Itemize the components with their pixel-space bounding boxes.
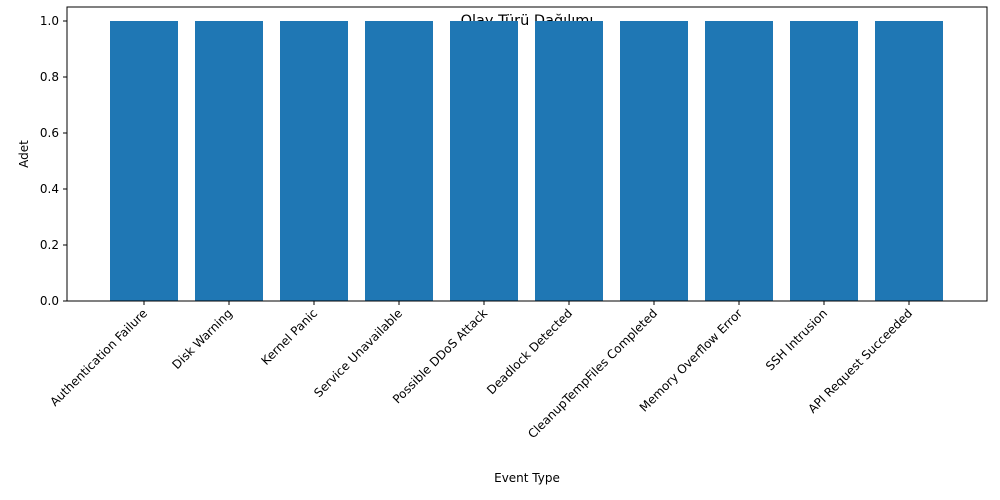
y-tick-label-1: 0.2 <box>40 238 59 252</box>
y-axis-label: Adet <box>17 140 31 168</box>
x-tick-label-4: Possible DDoS Attack <box>390 306 490 406</box>
x-axis-label: Event Type <box>494 471 560 485</box>
y-tick-label-4: 0.8 <box>40 70 59 84</box>
x-tick-label-0: Authentication Failure <box>47 306 150 409</box>
x-axis: Authentication Failure Disk Warning Kernel… <box>47 301 915 441</box>
plot-frame <box>66 6 988 302</box>
bars-group <box>110 21 943 301</box>
bar-2 <box>280 21 348 301</box>
x-tick-label-2: Kernel Panic <box>259 306 321 368</box>
bar-6 <box>620 21 688 301</box>
y-axis: 0.0 0.2 0.4 0.6 0.8 1.0 <box>40 14 67 308</box>
x-tick-label-5: Deadlock Detected <box>484 306 575 397</box>
bar-3 <box>365 21 433 301</box>
y-tick-label-2: 0.4 <box>40 182 59 196</box>
x-tick-label-8: SSH Intrusion <box>763 306 830 373</box>
y-tick-label-0: 0.0 <box>40 294 59 308</box>
bar-9 <box>875 21 943 301</box>
bar-4 <box>450 21 518 301</box>
x-tick-label-1: Disk Warning <box>169 306 235 372</box>
bar-8 <box>790 21 858 301</box>
bar-1 <box>195 21 263 301</box>
bar-5 <box>535 21 603 301</box>
bar-0 <box>110 21 178 301</box>
y-tick-label-3: 0.6 <box>40 126 59 140</box>
x-tick-label-3: Service Unavailable <box>311 306 405 400</box>
y-tick-label-5: 1.0 <box>40 14 59 28</box>
bar-7 <box>705 21 773 301</box>
